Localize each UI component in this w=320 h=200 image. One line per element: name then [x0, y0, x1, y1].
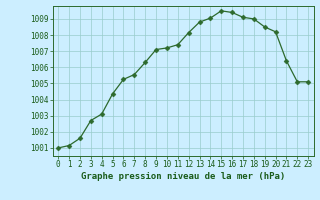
X-axis label: Graphe pression niveau de la mer (hPa): Graphe pression niveau de la mer (hPa): [81, 172, 285, 181]
